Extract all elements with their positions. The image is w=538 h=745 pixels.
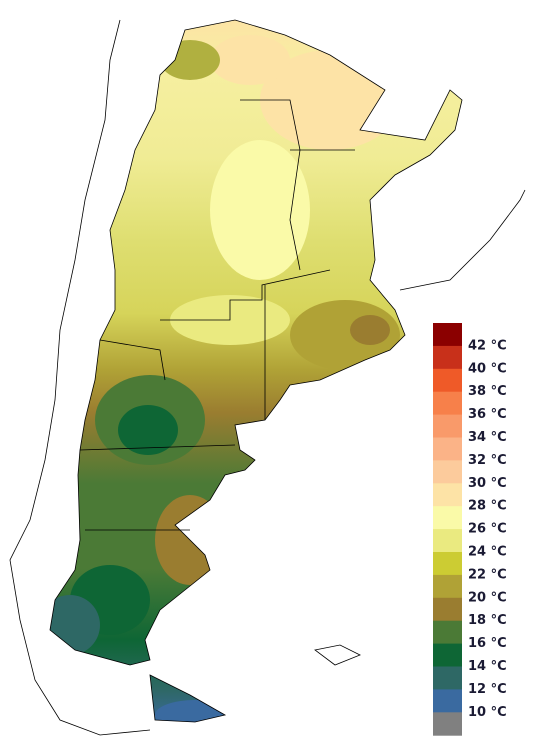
legend-swatch [433,574,462,599]
legend-label: 22 °C [468,567,507,582]
legend-swatch [433,414,462,438]
legend-label: 38 °C [468,384,507,399]
legend-swatch [433,666,462,690]
legend-swatch [433,689,462,713]
legend-label: 14 °C [468,659,507,674]
legend-swatch [433,643,462,667]
legend-label: 20 °C [468,590,507,605]
legend-swatch [433,483,462,507]
legend-label: 42 °C [468,338,507,353]
legend-label: 10 °C [468,705,507,720]
legend-swatch [433,506,462,530]
legend-label: 36 °C [468,407,507,422]
legend-swatch [433,529,462,553]
legend-swatch [433,368,462,393]
legend-swatch [433,460,462,484]
legend-swatch [433,345,462,370]
legend-label: 34 °C [468,430,507,445]
legend-swatch [433,712,462,736]
legend-label: 32 °C [468,453,507,468]
legend-label: 18 °C [468,613,507,628]
legend-swatch [433,391,462,416]
legend-label: 28 °C [468,499,507,514]
legend-label: 16 °C [468,636,507,651]
legend-swatch [433,437,462,461]
legend-label: 12 °C [468,682,507,697]
borders [9,19,526,736]
legend-label: 40 °C [468,361,507,376]
legend-swatch [433,597,462,622]
legend-swatch [433,620,462,645]
legend: 42 °C 40 °C 38 °C 36 °C 34 °C 32 °C 30 °C 28 °C… [433,323,507,736]
legend-swatch [433,552,462,576]
legend-label: 30 °C [468,476,507,491]
legend-label: 24 °C [468,545,507,560]
legend-label: 26 °C [468,522,507,537]
legend-swatch [433,323,462,347]
